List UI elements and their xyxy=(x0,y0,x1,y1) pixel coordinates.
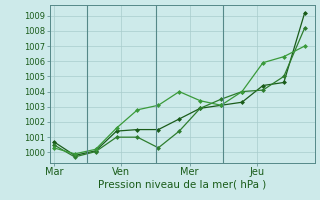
X-axis label: Pression niveau de la mer( hPa ): Pression niveau de la mer( hPa ) xyxy=(98,180,267,190)
